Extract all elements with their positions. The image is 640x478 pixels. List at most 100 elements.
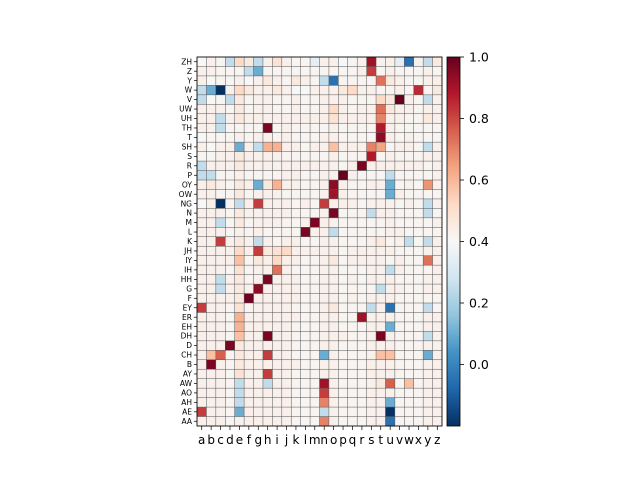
heatmap-cell-EY-v (394, 303, 405, 313)
heatmap-cell-D-v (394, 340, 405, 351)
heatmap-cell-K-x (413, 236, 424, 247)
heatmap-cell-ZH-m (310, 57, 320, 67)
heatmap-cell-W-h (262, 85, 273, 96)
y-tick-label: IH (184, 265, 192, 274)
heatmap-cell-N-i (272, 208, 283, 219)
heatmap-cell-B-e (234, 359, 245, 370)
heatmap-cell-OY-v (394, 180, 405, 190)
heatmap-cell-AA-g (253, 416, 264, 427)
heatmap-cell-OY-r (357, 180, 367, 190)
heatmap-cell-N-w (404, 208, 415, 219)
heatmap-cell-L-z (432, 227, 443, 238)
heatmap-cell-NG-c (215, 198, 226, 209)
heatmap-cell-G-j (281, 284, 292, 294)
heatmap-cell-AW-u (385, 378, 396, 389)
heatmap-cell-AE-j (281, 407, 292, 417)
heatmap-cell-HH-m (310, 274, 320, 285)
heatmap-cell-AY-z (432, 369, 443, 379)
heatmap-cell-EH-m (310, 321, 320, 332)
heatmap-cell-NG-n (319, 198, 330, 209)
heatmap-cell-R-m (310, 161, 320, 171)
heatmap-cell-M-l (300, 217, 311, 228)
heatmap-cell-IH-w (404, 265, 415, 275)
x-tick-label: q (349, 433, 357, 447)
heatmap-cell-L-d (225, 227, 235, 238)
heatmap-cell-Z-m (310, 66, 320, 77)
heatmap-cell-JH-t (376, 246, 386, 256)
heatmap-cell-AH-h (262, 397, 273, 408)
heatmap-cell-AA-c (215, 416, 226, 427)
heatmap-cell-L-p (338, 227, 349, 238)
heatmap-cell-B-c (215, 359, 226, 370)
heatmap-cell-EH-t (376, 321, 386, 332)
heatmap-cell-EH-e (234, 321, 245, 332)
heatmap-cell-V-u (385, 94, 396, 105)
heatmap-cell-M-x (413, 217, 424, 228)
heatmap-cell-SH-x (413, 142, 424, 152)
heatmap-cell-OW-f (244, 189, 254, 200)
y-tick-label: G (186, 284, 192, 293)
heatmap-cell-G-n (319, 284, 330, 294)
heatmap-cell-D-q (347, 340, 358, 351)
heatmap-cell-L-k (291, 227, 301, 238)
heatmap-cell-SH-y (423, 142, 433, 152)
heatmap-cell-EY-g (253, 303, 264, 313)
heatmap-cell-B-f (244, 359, 254, 370)
heatmap-cell-K-o (328, 236, 339, 247)
heatmap-cell-T-p (338, 132, 349, 143)
heatmap-cell-P-s (366, 170, 377, 181)
heatmap-cell-S-g (253, 151, 264, 162)
heatmap-cell-N-e (234, 208, 245, 219)
heatmap-cell-R-a (197, 161, 207, 171)
heatmap-cell-F-d (225, 293, 235, 304)
heatmap-cell-HH-q (347, 274, 358, 285)
heatmap-cell-NG-r (357, 198, 367, 209)
heatmap-cell-R-y (423, 161, 433, 171)
heatmap-cell-M-c (215, 217, 226, 228)
heatmap-cell-AW-b (206, 378, 217, 389)
heatmap-cell-Y-z (432, 75, 443, 86)
heatmap-cell-ER-p (338, 312, 349, 323)
heatmap-cell-SH-t (376, 142, 386, 152)
heatmap-cell-AO-o (328, 388, 339, 398)
heatmap-cell-F-n (319, 293, 330, 304)
y-tick-label: IY (185, 256, 192, 265)
heatmap-cell-SH-d (225, 142, 235, 152)
x-tick-label: s (368, 433, 374, 447)
y-tick-label: L (188, 228, 193, 237)
heatmap-cell-D-c (215, 340, 226, 351)
heatmap-cell-IY-d (225, 255, 235, 266)
heatmap-cell-HH-e (234, 274, 245, 285)
heatmap-cell-EY-c (215, 303, 226, 313)
heatmap-cell-AY-f (244, 369, 254, 379)
heatmap-cell-AA-w (404, 416, 415, 427)
heatmap-cell-AH-r (357, 397, 367, 408)
heatmap-cell-AW-s (366, 378, 377, 389)
heatmap-cell-IH-m (310, 265, 320, 275)
heatmap-cell-NG-v (394, 198, 405, 209)
heatmap-cell-R-r (357, 161, 367, 171)
heatmap-cell-S-j (281, 151, 292, 162)
heatmap-cell-AO-i (272, 388, 283, 398)
heatmap-cell-AW-y (423, 378, 433, 389)
heatmap-cell-AY-j (281, 369, 292, 379)
heatmap-cell-OY-w (404, 180, 415, 190)
heatmap-cell-D-a (197, 340, 207, 351)
heatmap-cell-R-g (253, 161, 264, 171)
heatmap-cell-AA-j (281, 416, 292, 427)
heatmap-cell-SH-n (319, 142, 330, 152)
heatmap-cell-TH-d (225, 123, 235, 133)
heatmap-cell-L-l (300, 227, 311, 238)
heatmap-cell-AE-c (215, 407, 226, 417)
heatmap-cell-EY-j (281, 303, 292, 313)
heatmap-cell-EH-p (338, 321, 349, 332)
heatmap-cell-EH-l (300, 321, 311, 332)
heatmap-cell-T-s (366, 132, 377, 143)
heatmap-cell-UW-c (215, 104, 226, 115)
y-tick-label: NG (181, 199, 193, 208)
heatmap-cell-Z-i (272, 66, 283, 77)
heatmap-cell-B-t (376, 359, 386, 370)
heatmap-cell-T-v (394, 132, 405, 143)
heatmap-cell-G-q (347, 284, 358, 294)
